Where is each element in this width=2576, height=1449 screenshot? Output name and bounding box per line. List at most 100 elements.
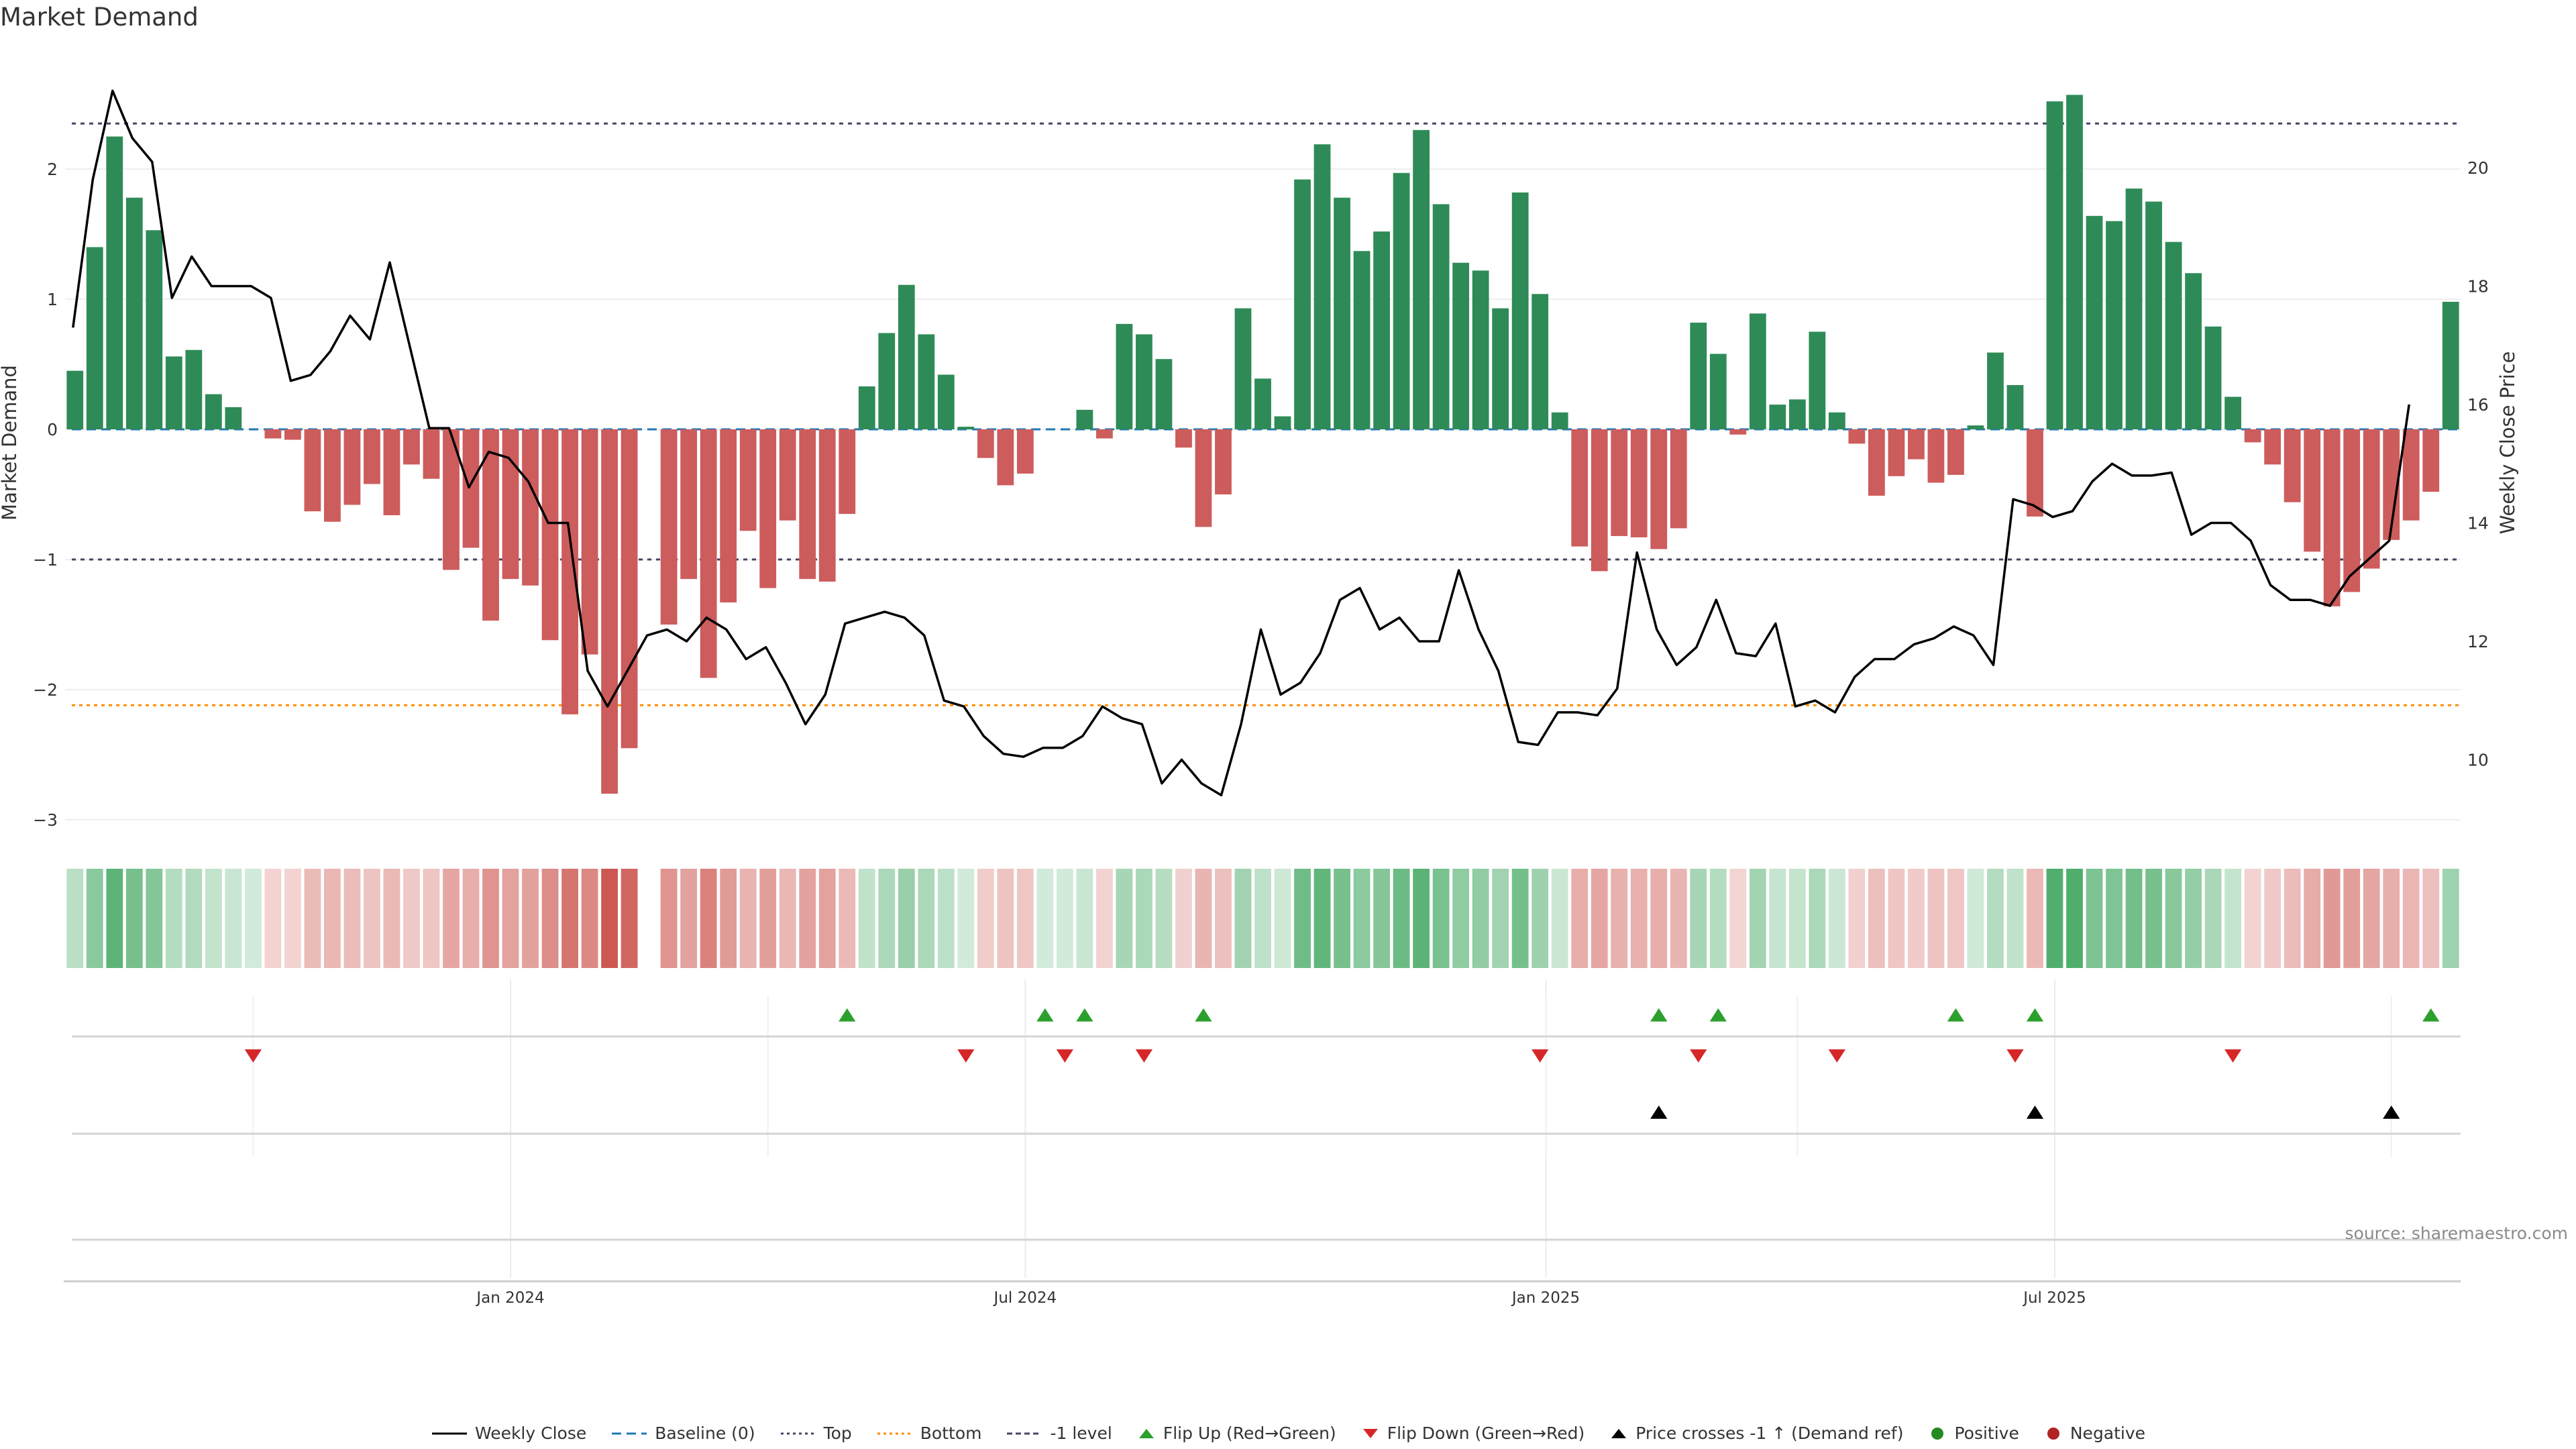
- bar-positive: [1472, 270, 1489, 429]
- bar-negative: [1868, 429, 1885, 496]
- legend-flip-down[interactable]: Flip Down (Green→Red): [1360, 1424, 1585, 1443]
- heat-cell: [1848, 869, 1866, 968]
- x-tick-label: Jul 2024: [993, 1289, 1057, 1307]
- heat-cell: [423, 869, 440, 968]
- legend-bottom[interactable]: Bottom: [876, 1424, 982, 1443]
- bar-positive: [2185, 273, 2202, 429]
- heat-cell: [2027, 869, 2043, 968]
- triangle-up-icon: [1138, 1428, 1154, 1438]
- bar-positive: [1116, 323, 1133, 429]
- flip-up-marker: [1709, 1008, 1727, 1022]
- bar-positive: [858, 386, 875, 429]
- legend-label: Positive: [1954, 1424, 2019, 1443]
- bar-positive: [1769, 405, 1786, 429]
- bar-negative: [1096, 429, 1113, 439]
- bar-negative: [343, 429, 361, 505]
- heat-cell: [1809, 869, 1826, 968]
- bar-positive: [2442, 301, 2459, 429]
- bar-negative: [324, 429, 341, 522]
- source-note: source: sharemaestro.com: [2345, 1224, 2569, 1243]
- bar-positive: [2204, 326, 2222, 429]
- heat-cell: [225, 869, 242, 968]
- heat-cell: [1234, 869, 1252, 968]
- heat-cell: [1175, 869, 1192, 968]
- bar-negative: [383, 429, 400, 516]
- heat-cell: [700, 869, 717, 968]
- heat-cell: [1828, 869, 1845, 968]
- bar-positive: [878, 333, 896, 429]
- heat-cell: [660, 869, 678, 968]
- heat-cell: [185, 869, 203, 968]
- bar-positive: [1551, 412, 1568, 429]
- heat-cell: [403, 869, 420, 968]
- heat-cell: [1294, 869, 1311, 968]
- heat-cell: [264, 869, 282, 968]
- legend-weekly-close[interactable]: Weekly Close: [431, 1424, 586, 1443]
- heat-cell: [561, 869, 578, 968]
- legend-label: Bottom: [920, 1424, 982, 1443]
- heat-cell: [1749, 869, 1766, 968]
- legend: Weekly Close Baseline (0) Top Bottom -1 …: [0, 1424, 2576, 1443]
- bar-negative: [1650, 429, 1668, 549]
- legend-label: Baseline (0): [655, 1424, 755, 1443]
- heat-cell: [2106, 869, 2123, 968]
- bar-positive: [1353, 251, 1371, 429]
- heat-cell: [1353, 869, 1371, 968]
- heat-cell: [284, 869, 301, 968]
- heat-cell: [1076, 869, 1093, 968]
- heat-cell: [2442, 869, 2459, 968]
- heat-cell: [502, 869, 519, 968]
- bar-negative: [997, 429, 1014, 486]
- heat-cell: [1215, 869, 1232, 968]
- bar-positive: [1334, 197, 1350, 429]
- heat-cell: [1690, 869, 1707, 968]
- bar-negative: [502, 429, 519, 580]
- price-line-layer: [72, 89, 2410, 797]
- legend-price-cross[interactable]: Price crosses -1 ↑ (Demand ref): [1609, 1424, 1903, 1443]
- legend-label: Flip Down (Green→Red): [1387, 1424, 1585, 1443]
- heat-cell: [2402, 869, 2420, 968]
- heat-cell: [898, 869, 915, 968]
- bar-negative: [462, 429, 480, 548]
- x-tick-label: Jan 2024: [475, 1289, 544, 1307]
- heat-cell: [2066, 869, 2083, 968]
- circle-icon: [2047, 1427, 2059, 1440]
- legend-dotted-line-icon: [780, 1432, 816, 1434]
- heat-cell: [324, 869, 341, 968]
- heat-cell: [1591, 869, 1608, 968]
- legend-negative[interactable]: Negative: [2043, 1424, 2145, 1443]
- heat-cell: [2383, 869, 2400, 968]
- legend-label: Negative: [2070, 1424, 2146, 1443]
- bar-negative: [1848, 429, 1866, 444]
- heat-cell: [2165, 869, 2182, 968]
- bar-negative: [839, 429, 856, 515]
- flip-up-marker: [839, 1008, 856, 1022]
- heat-cell: [146, 869, 163, 968]
- legend-baseline[interactable]: Baseline (0): [610, 1424, 755, 1443]
- heat-cell: [1611, 869, 1628, 968]
- y-axis-label: Market Demand: [0, 365, 21, 521]
- bar-positive: [165, 356, 182, 429]
- y-tick-label: −2: [33, 680, 58, 700]
- heat-cell: [1313, 869, 1331, 968]
- y-tick-label: −1: [33, 550, 58, 570]
- heat-cell: [581, 869, 598, 968]
- legend-dashed-line-icon: [612, 1432, 647, 1434]
- heat-cell: [1432, 869, 1450, 968]
- bar-negative: [1947, 429, 1964, 475]
- bar-positive: [205, 394, 222, 429]
- legend-top[interactable]: Top: [780, 1424, 852, 1443]
- heat-cell: [205, 869, 222, 968]
- heat-cell: [878, 869, 896, 968]
- heat-cell: [1650, 869, 1668, 968]
- heat-cell: [977, 869, 994, 968]
- bar-negative: [1016, 429, 1034, 474]
- legend-positive[interactable]: Positive: [1927, 1424, 2019, 1443]
- legend-minus1[interactable]: -1 level: [1006, 1424, 1112, 1443]
- heat-cell: [1630, 869, 1648, 968]
- heat-cell: [1670, 869, 1687, 968]
- bar-negative: [2304, 429, 2321, 552]
- bar-negative: [779, 429, 796, 521]
- legend-flip-up[interactable]: Flip Up (Red→Green): [1136, 1424, 1336, 1443]
- heat-cell: [1472, 869, 1489, 968]
